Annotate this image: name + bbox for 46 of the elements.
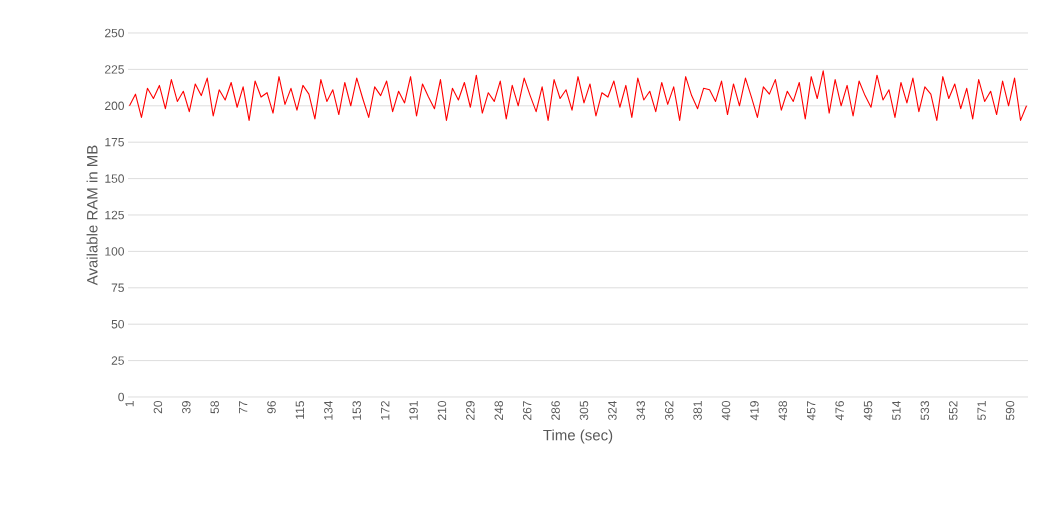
x-tick-label: 476	[835, 401, 844, 421]
x-tick-label: 381	[693, 401, 702, 421]
x-axis-title: Time (sec)	[543, 429, 613, 444]
x-tick-label: 286	[551, 401, 560, 420]
x-tick-label: 324	[608, 400, 617, 421]
x-tick-label: 362	[664, 401, 674, 421]
x-tick-label: 305	[579, 401, 589, 421]
y-tick-label: 50	[111, 319, 124, 329]
x-tick-label: 39	[182, 401, 191, 414]
x-tick-label: 552	[949, 401, 958, 421]
x-tick-label: 1	[125, 401, 134, 407]
x-tick-label: 134	[324, 400, 333, 420]
y-tick-label: 150	[105, 174, 124, 183]
x-tick-label: 571	[977, 401, 986, 421]
x-tick-label: 191	[409, 401, 418, 420]
x-tick-label: 495	[863, 401, 873, 421]
y-tick-label: 0	[118, 392, 124, 402]
y-tick-label: 175	[105, 138, 124, 147]
x-tick-label: 58	[210, 401, 219, 414]
x-tick-label: 457	[807, 401, 816, 421]
x-tick-label: 115	[295, 401, 305, 419]
y-tick-label: 75	[111, 283, 124, 292]
y-tick-label: 200	[105, 101, 124, 111]
x-tick-label: 20	[153, 401, 163, 414]
y-axis-title: Available RAM in MB	[86, 145, 98, 286]
y-tick-label: 100	[105, 247, 124, 256]
line-series	[128, 70, 1028, 121]
x-tick-label: 96	[267, 401, 276, 414]
x-tick-label: 248	[494, 401, 504, 420]
y-tick-label: 250	[105, 28, 124, 38]
x-tick-label: 514	[892, 400, 901, 421]
x-tick-label: 419	[750, 401, 759, 421]
y-tick-label: 125	[105, 210, 124, 220]
x-tick-label: 590	[1005, 401, 1015, 421]
x-tick-label: 172	[380, 401, 390, 420]
x-tick-label: 533	[920, 401, 930, 421]
x-tick-label: 343	[636, 401, 646, 421]
x-tick-label: 77	[239, 401, 248, 414]
y-tick-label: 225	[105, 65, 124, 74]
x-tick-label: 400	[721, 401, 731, 421]
x-tick-label: 267	[522, 401, 532, 420]
x-tick-label: 229	[466, 401, 475, 420]
x-tick-label: 438	[778, 401, 788, 421]
y-tick-label: 25	[111, 356, 124, 365]
x-tick-label: 210	[437, 401, 447, 420]
x-tick-label: 153	[352, 401, 361, 420]
